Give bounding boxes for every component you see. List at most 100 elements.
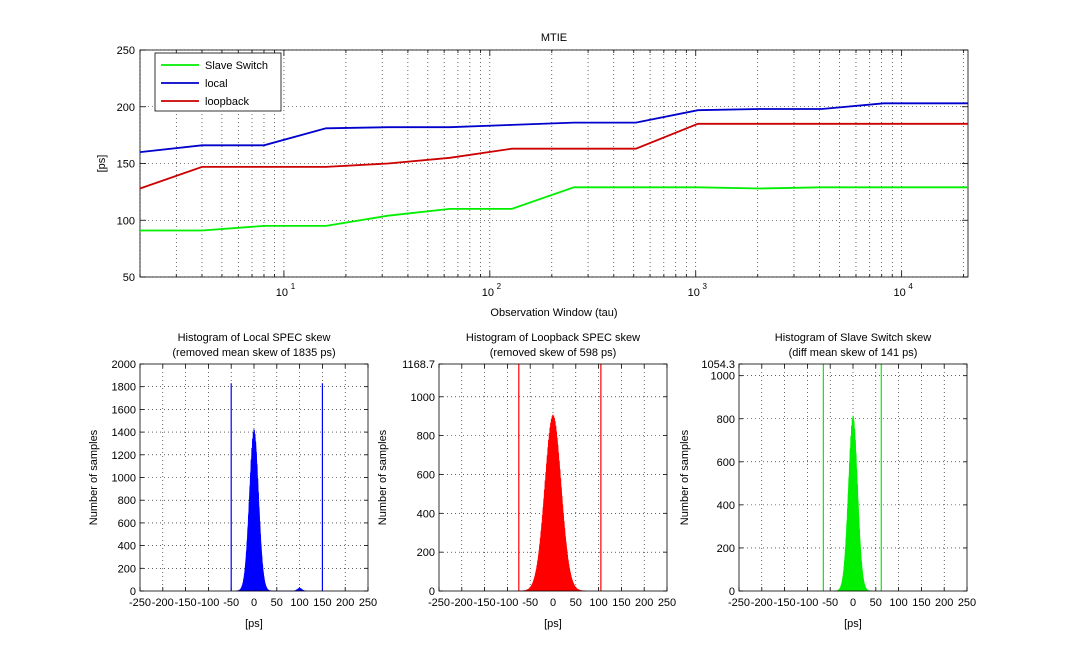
histogram-bars [235,429,307,592]
mtie-title: MTIE [541,32,567,44]
histogram-x-label: [ps] [245,618,263,630]
y-tick-label: 800 [118,495,136,507]
y-tick-label: 600 [717,457,735,469]
y-tick-label: 1000 [112,473,136,485]
x-tick-label: -250 [428,597,450,609]
x-tick-label: 10 [482,287,494,299]
histogram-y-label: Number of samples [679,429,691,525]
x-tick-label: -100 [197,597,219,609]
y-tick-label: 200 [117,102,135,114]
x-tick-label: 10 [276,287,288,299]
y-tick-label: 150 [117,159,135,171]
x-tick-label: 0 [850,597,856,609]
x-tick-label: 200 [336,597,354,609]
legend-label: loopback [205,96,250,108]
y-tick-label: 400 [417,508,435,520]
x-tick-label: 10 [688,287,700,299]
mtie-y-label: [ps] [96,155,108,173]
x-tick-label: -250 [728,597,750,609]
histogram-panel-1: -250 -200 -150 -100 -50 0 50 100 150 200 250 0 200 40… [88,332,377,630]
y-tick-label: 100 [117,215,135,227]
y-tick-label: 800 [417,431,435,443]
x-tick-label: -100 [496,597,518,609]
x-tick-label: 100 [589,597,607,609]
y-tick-label: 400 [118,541,136,553]
y-tick-label: 1600 [112,404,136,416]
histogram-panel-3: -250 -200 -150 -100 -50 0 50 100 150 200 250 0 200 40… [679,332,976,630]
y-tick-label: 400 [717,500,735,512]
mtie-legend: Slave Switch local loopback [154,52,282,112]
x-tick-label: 150 [612,597,630,609]
x-tick-exponent: 2 [497,282,502,291]
x-tick-label: -250 [129,597,151,609]
x-tick-label: 250 [658,597,676,609]
mtie-chart: 50100150200250101102103104MTIEObservatio… [96,32,969,319]
x-tick-exponent: 1 [291,282,296,291]
x-tick-label: -200 [751,597,773,609]
x-tick-label: 250 [359,597,377,609]
x-tick-exponent: 4 [908,282,913,291]
histogram-title: Histogram of Loopback SPEC skew [466,332,640,344]
histogram-x-label: [ps] [544,618,562,630]
histogram-title: Histogram of Slave Switch skew [775,332,932,344]
x-tick-label: 100 [290,597,308,609]
x-tick-label: 50 [271,597,283,609]
y-tick-label: 200 [118,563,136,575]
x-tick-label: -200 [152,597,174,609]
y-tick-label: 50 [123,272,135,284]
histogram-axes-box [438,363,668,592]
histogram-bars [834,415,872,592]
y-tick-label: 1000 [411,392,435,404]
x-tick-label: 0 [251,597,257,609]
y-tick-label: 1000 [711,371,735,383]
legend-label: Slave Switch [205,60,268,72]
y-tick-label: 0 [729,586,735,598]
y-tick-label: 0 [429,586,435,598]
y-tick-label: 2000 [112,359,136,371]
histogram-y-label: Number of samples [88,429,100,525]
x-tick-label: -200 [451,597,473,609]
y-tick-label: 600 [417,469,435,481]
x-tick-label: 200 [635,597,653,609]
mtie-x-label: Observation Window (tau) [490,307,617,319]
x-tick-label: 10 [894,287,906,299]
legend-label: local [205,78,228,90]
x-tick-label: 150 [313,597,331,609]
y-tick-label: 1200 [112,450,136,462]
histogram-panel-2: -250 -200 -150 -100 -50 0 50 100 150 200 250 0 200 40… [377,332,676,630]
histogram-subtitle: (diff mean skew of 141 ps) [789,347,918,359]
x-tick-label: 100 [889,597,907,609]
y-tick-label: 600 [118,518,136,530]
histogram-y-label: Number of samples [377,429,389,525]
histogram-subtitle: (removed mean skew of 1835 ps) [172,347,335,359]
y-tick-label: 200 [717,543,735,555]
x-tick-exponent: 3 [703,282,708,291]
x-tick-label: -100 [796,597,818,609]
y-tick-label: 250 [117,45,135,57]
x-tick-label: 0 [550,597,556,609]
histogram-title: Histogram of Local SPEC skew [178,332,331,344]
histogram-x-label: [ps] [844,618,862,630]
mtie-axes-box [139,49,969,278]
y-tick-label: 1168.7 [402,359,435,371]
x-tick-label: -150 [774,597,796,609]
x-tick-label: 150 [912,597,930,609]
series-line-loopback [139,122,968,190]
x-tick-label: -150 [474,597,496,609]
y-tick-label: 1800 [112,382,136,394]
x-tick-label: 50 [570,597,582,609]
x-tick-label: -150 [175,597,197,609]
x-tick-label: 200 [935,597,953,609]
histogram-axes-box [139,363,369,592]
y-tick-label: 800 [717,414,735,426]
x-tick-label: 50 [870,597,882,609]
histogram-bars [519,414,587,592]
y-tick-label: 0 [130,586,136,598]
histogram-subtitle: (removed skew of 598 ps) [490,347,617,359]
x-tick-label: -50 [223,597,239,609]
y-tick-label: 1054.3 [701,359,735,371]
series-line-slave-switch [140,186,968,232]
x-tick-label: -50 [522,597,538,609]
histogram-axes-box [738,363,968,592]
y-tick-label: 200 [417,547,435,559]
